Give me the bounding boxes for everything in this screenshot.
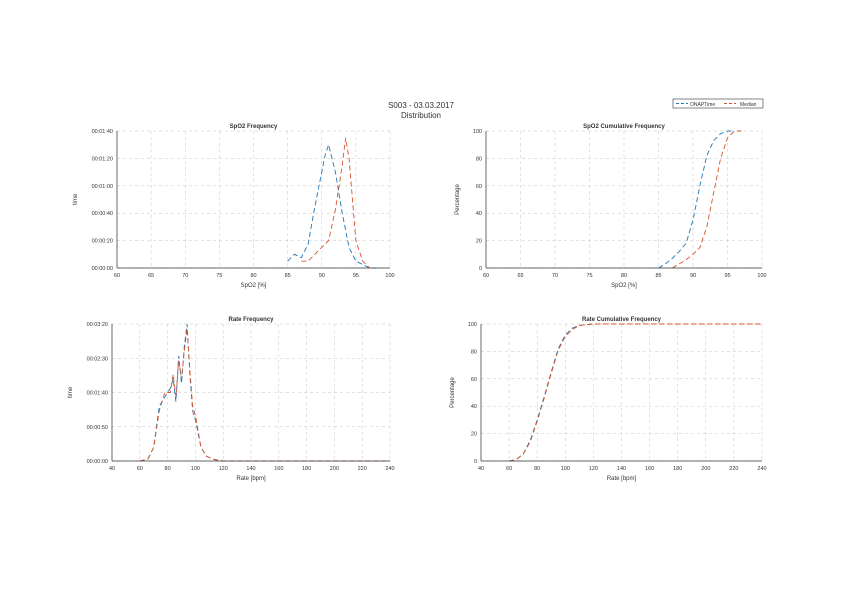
x-tick-label: 100 bbox=[561, 466, 570, 472]
x-tick-label: 60 bbox=[506, 466, 512, 472]
x-tick-label: 60 bbox=[137, 466, 143, 472]
x-tick-label: 200 bbox=[330, 466, 339, 472]
figure-subtitle: Distribution bbox=[401, 111, 441, 120]
y-tick-label: 20 bbox=[471, 432, 477, 438]
chart-rate-cumulative: 40 60 80 100 120 140 160 180 200 220 240 0 20 40 60 80 1… bbox=[450, 317, 767, 482]
x-tick-label: 60 bbox=[114, 273, 120, 279]
x-tick-label: 65 bbox=[148, 273, 154, 279]
series-line-median bbox=[672, 130, 742, 269]
y-axis-label: Percentage bbox=[455, 184, 461, 215]
x-tick-label: 140 bbox=[617, 466, 626, 472]
y-tick-label: 60 bbox=[476, 184, 482, 190]
legend-label-onaptime: ONAPTime bbox=[690, 102, 715, 108]
y-tick-label: 00:00:00 bbox=[87, 459, 108, 465]
x-tick-label: 240 bbox=[757, 466, 766, 472]
y-axis-label: time bbox=[73, 193, 79, 205]
x-tick-label: 70 bbox=[182, 273, 188, 279]
x-tick-label: 220 bbox=[729, 466, 738, 472]
y-tick-label: 00:01:40 bbox=[92, 129, 113, 135]
x-tick-label: 95 bbox=[724, 273, 730, 279]
x-tick-label: 220 bbox=[358, 466, 367, 472]
x-tick-label: 80 bbox=[165, 466, 171, 472]
y-tick-label: 00:00:00 bbox=[92, 266, 113, 272]
x-tick-label: 80 bbox=[250, 273, 256, 279]
x-tick-label: 65 bbox=[517, 273, 523, 279]
series-line-median bbox=[301, 137, 370, 269]
x-tick-label: 85 bbox=[285, 273, 291, 279]
y-tick-label: 0 bbox=[479, 266, 482, 272]
series-line-median bbox=[139, 328, 390, 462]
y-tick-label: 60 bbox=[471, 377, 477, 383]
x-axis-label: SpO2 [%] bbox=[611, 283, 637, 289]
legend-label-median: Median bbox=[740, 102, 757, 108]
x-tick-label: 85 bbox=[655, 273, 661, 279]
x-tick-label: 160 bbox=[274, 466, 283, 472]
x-tick-label: 100 bbox=[385, 273, 394, 279]
chart-title: Rate Cumulative Frequency bbox=[582, 317, 662, 323]
y-tick-label: 80 bbox=[476, 156, 482, 162]
x-tick-label: 75 bbox=[586, 273, 592, 279]
x-tick-label: 70 bbox=[552, 273, 558, 279]
y-tick-label: 00:01:40 bbox=[87, 391, 108, 397]
y-tick-label: 00:00:40 bbox=[92, 211, 113, 217]
chart-rate-frequency: 40 60 80 100 120 140 160 180 200 220 240 00:00:00 00… bbox=[68, 317, 395, 482]
series-line-onaptime bbox=[658, 130, 735, 269]
y-tick-label: 80 bbox=[471, 349, 477, 355]
x-tick-label: 95 bbox=[353, 273, 359, 279]
y-axis-label: time bbox=[68, 386, 74, 398]
figure-title: S003 - 03.03.2017 bbox=[388, 101, 454, 110]
x-tick-label: 40 bbox=[478, 466, 484, 472]
y-tick-label: 100 bbox=[473, 129, 482, 135]
y-tick-label: 00:01:00 bbox=[92, 184, 113, 190]
x-tick-label: 240 bbox=[385, 466, 394, 472]
y-tick-label: 0 bbox=[474, 459, 477, 465]
y-tick-label: 00:03:20 bbox=[87, 322, 108, 328]
x-tick-label: 180 bbox=[302, 466, 311, 472]
x-axis-label: Rate [bpm] bbox=[236, 476, 266, 482]
x-tick-label: 75 bbox=[216, 273, 222, 279]
x-tick-label: 90 bbox=[319, 273, 325, 279]
chart-spo2-frequency: 60 65 70 75 80 85 90 95 100 00:00:00 00:00:20 00:00… bbox=[73, 124, 395, 289]
x-tick-label: 140 bbox=[246, 466, 255, 472]
x-tick-label: 90 bbox=[690, 273, 696, 279]
x-tick-label: 100 bbox=[757, 273, 766, 279]
chart-title: Rate Frequency bbox=[228, 317, 274, 323]
chart-spo2-cumulative: 60 65 70 75 80 85 90 95 100 0 20 40 60 80 100 SpO2 Cumu… bbox=[455, 124, 767, 289]
y-tick-label: 100 bbox=[468, 322, 477, 328]
x-tick-label: 60 bbox=[483, 273, 489, 279]
y-tick-label: 20 bbox=[476, 239, 482, 245]
y-tick-label: 00:00:20 bbox=[92, 239, 113, 245]
legend: ONAPTime Median bbox=[672, 98, 764, 109]
x-tick-label: 180 bbox=[673, 466, 682, 472]
x-axis-label: Rate [bpm] bbox=[607, 476, 637, 482]
chart-title: SpO2 Frequency bbox=[230, 124, 278, 130]
x-tick-label: 120 bbox=[589, 466, 598, 472]
x-tick-label: 80 bbox=[534, 466, 540, 472]
y-tick-label: 00:01:20 bbox=[92, 156, 113, 162]
x-tick-label: 100 bbox=[191, 466, 200, 472]
y-tick-label: 40 bbox=[476, 211, 482, 217]
y-tick-label: 40 bbox=[471, 404, 477, 410]
x-tick-label: 80 bbox=[621, 273, 627, 279]
x-tick-label: 160 bbox=[645, 466, 654, 472]
x-axis-label: SpO2 [%] bbox=[241, 283, 267, 289]
series-line-onaptime bbox=[509, 323, 762, 462]
legend-box bbox=[672, 98, 764, 109]
x-tick-label: 40 bbox=[109, 466, 115, 472]
x-tick-label: 120 bbox=[219, 466, 228, 472]
y-tick-label: 00:02:30 bbox=[87, 356, 108, 362]
series-line-median bbox=[509, 323, 762, 462]
series-line-onaptime bbox=[287, 143, 377, 269]
y-axis-label: Percentage bbox=[450, 377, 456, 408]
chart-title: SpO2 Cumulative Frequency bbox=[583, 124, 665, 130]
y-tick-label: 00:00:50 bbox=[87, 425, 108, 431]
x-tick-label: 200 bbox=[701, 466, 710, 472]
